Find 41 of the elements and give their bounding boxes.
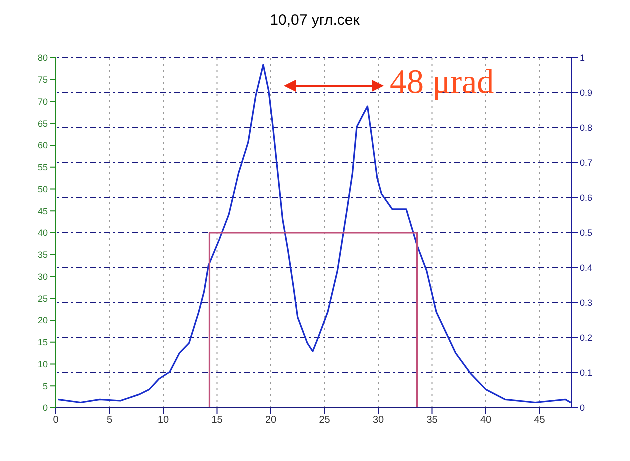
x-tick-label: 35: [426, 415, 438, 426]
y-tick-label: 70: [38, 96, 48, 107]
y-tick-label: 15: [38, 338, 48, 348]
y2-tick-label: 0.1: [580, 368, 593, 378]
y-tick-label: 50: [38, 184, 48, 194]
y-tick-label: 40: [38, 228, 48, 238]
y2-tick-label: 0.2: [580, 333, 593, 344]
y-tick-label: 30: [38, 272, 48, 282]
y-tick-label: 0: [42, 403, 48, 414]
x-tick-label: 10: [158, 415, 170, 426]
y-tick-label: 80: [38, 53, 48, 64]
y-tick-label: 65: [38, 118, 48, 129]
y-tick-label: 55: [38, 162, 48, 173]
y-tick-label: 75: [38, 75, 48, 86]
y2-tick-label: 0: [580, 403, 586, 414]
y-tick-label: 45: [38, 206, 48, 216]
y-tick-label: 5: [42, 381, 48, 392]
y2-tick-label: 0.6: [580, 193, 593, 204]
x-tick-label: 5: [106, 415, 113, 426]
y2-tick-label: 0.8: [580, 123, 593, 134]
x-tick-label: 20: [265, 415, 277, 426]
x-tick-label: 40: [480, 415, 492, 426]
y-tick-label: 35: [38, 250, 48, 260]
y2-tick-label: 0.3: [580, 298, 593, 308]
x-tick-label: 15: [212, 415, 224, 426]
y-tick-label: 60: [38, 140, 48, 151]
y-tick-label: 25: [38, 294, 48, 304]
y-tick-label: 20: [38, 316, 48, 326]
line-series: [57, 64, 572, 404]
x-tick-label: 30: [372, 415, 384, 426]
x-tick-label: 45: [534, 415, 546, 426]
y2-tick-label: 0.4: [580, 263, 593, 274]
chart-title: 10,07 угл.сек: [269, 12, 361, 29]
y2-tick-label: 1: [580, 53, 586, 64]
y2-tick-label: 0.9: [580, 88, 593, 98]
annotation: 48 μrad: [390, 64, 494, 102]
y2-tick-label: 0.5: [580, 228, 593, 238]
x-tick-label: 25: [319, 415, 331, 426]
y-tick-label: 10: [38, 359, 48, 370]
x-tick-label: 0: [53, 415, 60, 426]
y2-tick-label: 0.7: [580, 158, 593, 168]
